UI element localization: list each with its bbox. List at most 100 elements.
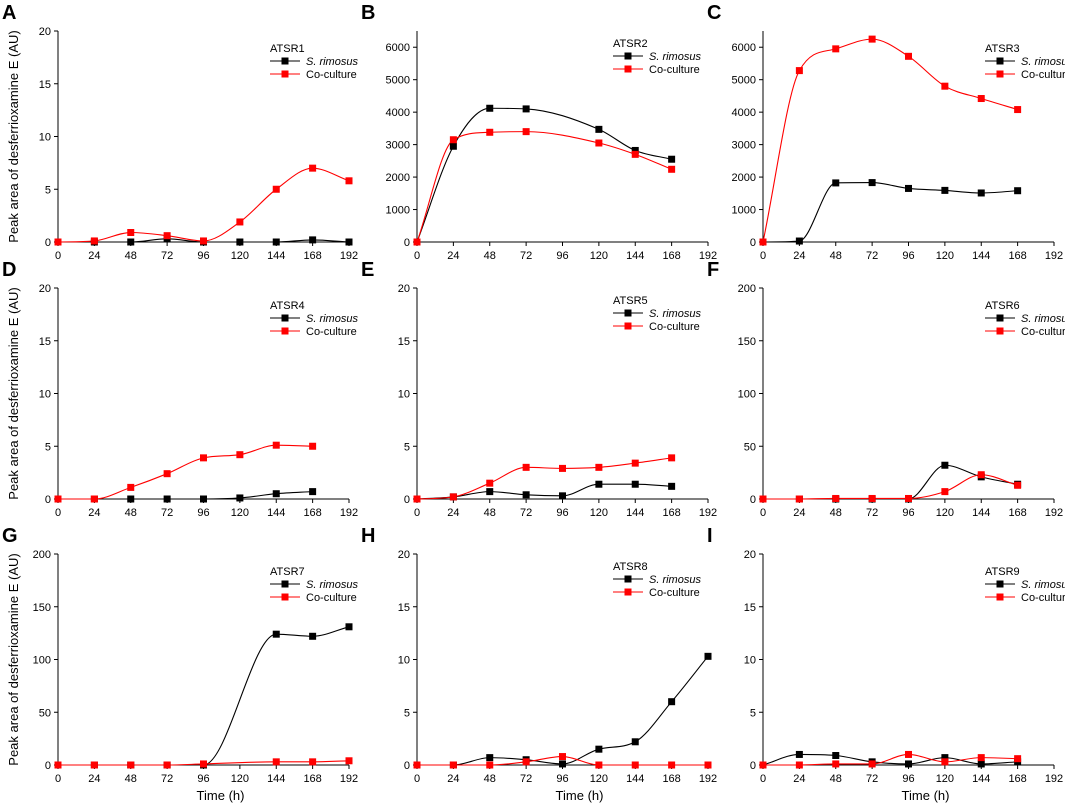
legend-title: ATSR7 [270,566,305,578]
data-point-co-culture [272,185,280,193]
data-point-co-culture [941,488,949,496]
data-point-co-culture [127,229,135,237]
data-point-co-culture [704,761,712,769]
data-point-co-culture [486,479,494,487]
x-tick-label: 168 [662,773,680,785]
y-tick-label: 10 [744,655,756,667]
x-tick-label: 120 [590,507,608,519]
y-tick-label: 0 [404,237,410,249]
y-tick-label: 0 [750,760,756,772]
y-tick-label: 20 [39,283,51,295]
y-tick-label: 0 [750,237,756,249]
y-tick-label: 2000 [732,172,756,184]
y-tick-label: 10 [398,389,410,401]
y-tick-label: 15 [398,602,410,614]
series-line-co-culture [57,760,350,766]
legend-swatch-marker [281,57,289,65]
x-tick-label: 48 [830,773,842,785]
data-point-s-rimosus [309,488,317,496]
y-tick-label: 10 [398,655,410,667]
x-tick-label: 144 [267,773,285,785]
legend-title: ATSR4 [270,300,305,312]
series-line-s-rimosus [57,626,350,766]
x-tick-label: 72 [866,250,878,262]
data-point-co-culture [200,760,207,768]
legend-label-co-culture: Co-culture [649,321,700,333]
data-point-co-culture [595,761,603,769]
x-tick-label: 120 [590,250,608,262]
data-point-s-rimosus [595,745,603,753]
y-tick-label: 100 [738,389,756,401]
data-point-co-culture [54,761,62,769]
data-point-s-rimosus [486,488,494,496]
series-line-co-culture [762,38,1018,243]
data-point-co-culture [941,758,949,766]
data-point-co-culture [941,82,949,90]
y-tick-label: 0 [750,494,756,506]
data-point-co-culture [795,761,803,769]
x-tick-label: 72 [866,507,878,519]
x-tick-label: 96 [902,250,914,262]
y-tick-label: 1000 [386,205,410,217]
data-point-s-rimosus [449,142,457,150]
data-point-s-rimosus [1014,187,1022,195]
y-tick-label: 5 [750,707,756,719]
data-point-co-culture [905,494,912,502]
x-tick-label: 24 [447,250,459,262]
y-tick-label: 0 [404,494,410,506]
data-point-co-culture [631,150,639,158]
legend-swatch-marker [281,70,289,78]
legend-swatch-marker [624,309,632,317]
x-tick-label: 120 [231,507,249,519]
data-point-co-culture [90,761,98,769]
data-point-co-culture [449,136,457,144]
y-axis-title: Peak area of desferrioxamine E (AU) [6,30,21,242]
data-point-co-culture [486,761,494,769]
x-tick-label: 48 [125,507,137,519]
series-line-co-culture [57,167,350,243]
legend-swatch-marker [624,52,632,60]
x-tick-label: 144 [626,250,644,262]
data-point-co-culture [977,95,985,103]
data-point-co-culture [236,451,244,459]
legend-label-s-rimosus: S. rimosus [306,313,358,325]
x-axis-title: Time (h) [556,788,604,803]
legend-swatch-marker [624,322,632,330]
panel-letter: G [2,525,18,547]
x-tick-label: 168 [1008,773,1026,785]
x-tick-label: 0 [760,507,766,519]
panel-letter: B [361,2,375,24]
series-line-s-rimosus [416,655,709,766]
data-point-co-culture [832,494,840,502]
x-axis-title: Time (h) [902,788,950,803]
panel-letter: C [707,2,721,24]
legend-label-s-rimosus: S. rimosus [649,51,701,63]
y-tick-label: 5 [45,441,51,453]
legend-swatch-marker [624,588,632,596]
legend-title: ATSR1 [270,43,305,55]
x-tick-label: 0 [55,773,61,785]
x-axis-title: Time (h) [197,788,245,803]
y-tick-label: 0 [45,494,51,506]
data-point-co-culture [163,470,171,478]
data-point-co-culture [759,495,767,503]
y-tick-label: 150 [738,336,756,348]
x-tick-label: 96 [556,250,568,262]
panel-i: I 0 24 48 72 96 120 144 168 192 0 5 10 15 20 Time (h) AT… [707,525,1065,803]
data-point-s-rimosus [272,238,280,246]
legend-label-s-rimosus: S. rimosus [649,574,701,586]
data-point-s-rimosus [668,698,676,706]
x-tick-label: 48 [125,250,137,262]
data-point-co-culture [90,495,98,503]
data-point-s-rimosus [668,482,676,490]
data-point-co-culture [668,454,676,462]
x-tick-label: 72 [520,507,532,519]
legend-label-co-culture: Co-culture [649,64,700,76]
data-point-s-rimosus [905,184,912,192]
y-tick-label: 100 [33,655,51,667]
x-tick-label: 72 [866,773,878,785]
legend-label-co-culture: Co-culture [649,587,700,599]
x-tick-label: 24 [88,250,100,262]
data-point-co-culture [1014,106,1022,114]
